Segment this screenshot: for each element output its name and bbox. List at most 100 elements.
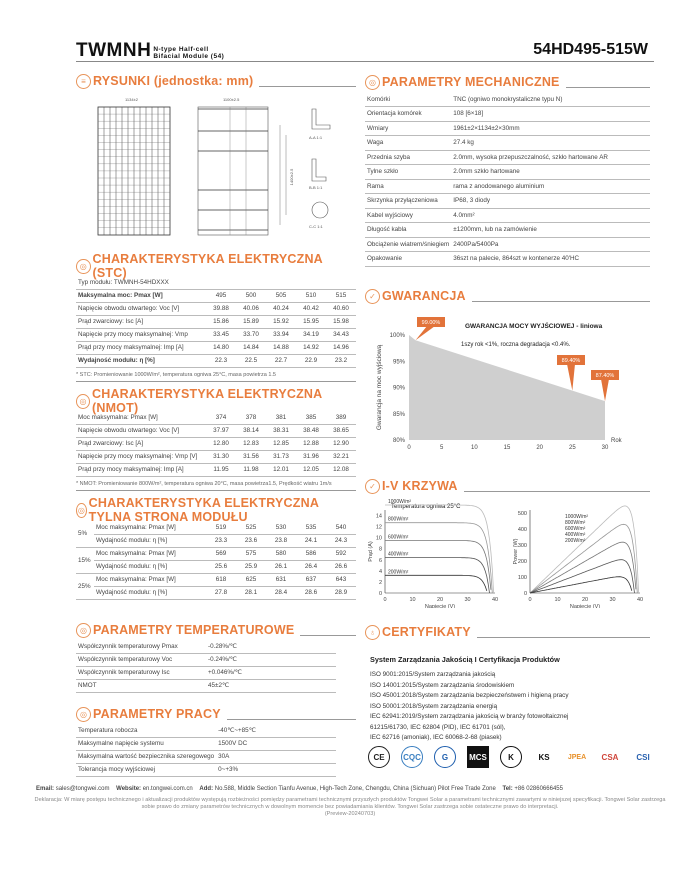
row-value: TNC (ogniwo monokrystaliczne typu N) [451,92,650,107]
table-row: Wydajność modułu: η [%] 25.6 25.9 26.1 26.4 2… [76,560,356,574]
row-value: 2.0mm szkło hartowane [451,164,650,180]
table-row: Skrzynka przyłączeniowa IP68, 3 diody [365,193,650,209]
table-row: Maksymalna wartość bezpiecznika szeregow… [76,750,336,764]
y-tick-label: 400 [518,527,527,533]
cert-item: ISO 14001:2015/System zarządzania środow… [370,681,515,689]
series-label: 200W/m² [388,569,409,575]
x-tick-label: 5 [440,445,444,451]
thermometer-icon: ◎ [76,622,91,638]
section-header: ◎ CHARAKTERYSTYKA ELEKTRYCZNA (NMOT) [76,387,356,415]
row-label: Orientacja komórek [365,106,452,122]
cell-value: 500 [236,289,266,303]
cell-value: 592 [326,547,356,561]
certificate-icon: ♁ [365,624,380,640]
cell-value: 15.98 [326,315,356,329]
row-value: -0.24%/℃ [206,653,336,667]
y-tick-label: 0 [379,591,382,597]
row-value: rama z anodowanego aluminium [451,179,650,194]
row-value: -0.28%/℃ [206,640,336,654]
cell-value: 24.3 [326,534,356,548]
stc-section: ◎ CHARAKTERYSTYKA ELEKTRYCZNA (STC) Typ mo… [76,252,356,382]
table-row: Napięcie przy mocy maksymalnej: Vmp [V] 3… [76,450,356,464]
cert-logo-g: G [434,746,456,768]
cell-value: 378 [236,411,266,425]
cell-value: 22.9 [296,354,326,368]
callout-box [557,355,585,365]
cell-value: 24.1 [296,534,326,548]
email-link[interactable]: sales@tongwei.com [55,786,110,792]
annotation: 1szy rok <1%, roczna degradacja <0.4%. [461,342,571,348]
table-row: Napięcie obwodu otwartego: Voc [V] 37.97 3… [76,424,356,438]
model-range: 54HD495-515W [533,41,648,58]
bifacial-gain: 5% [76,521,94,548]
mechanical-section: ◎ PARAMETRY MECHANICZNE Komórki TNC (ogniwo… [365,74,650,267]
cell-value: 39.88 [206,302,236,316]
row-label: Rama [365,179,452,194]
cell-value: 637 [296,573,326,587]
cell-value: 12.88 [296,437,326,451]
row-label: Współczynnik temperaturowy Voc [76,653,206,667]
x-tick-label: 20 [536,445,543,451]
y-tick-label: 100% [390,333,406,339]
website-link[interactable]: en.tongwei.com.cn [142,786,193,792]
cell-value: 14.88 [266,341,296,355]
table-row: Maksymalna moc: Pmax [W] 495 500 505 510 515 [76,289,356,303]
cell-value: 12.01 [266,463,296,477]
table-row: Wydajność modułu: η [%] 22.3 22.5 22.7 22.9 2… [76,354,356,368]
side-dimension: 1400±2.5 [289,168,294,185]
x-tick-label: 0 [407,445,411,451]
series-line [385,574,488,592]
series-label: 800W/m² [388,517,409,523]
rear-view [197,106,287,236]
cell-value: 31.73 [266,450,296,464]
x-axis-label: Napięcie (V) [425,604,455,608]
cell-value: 625 [236,573,266,587]
cell-value: 38.14 [236,424,266,438]
tools-icon: ◎ [365,74,380,90]
section-iv-curve: ✓ I-V KRZYWA [365,478,650,494]
cell-value: 389 [326,411,356,425]
callout-box [591,370,619,380]
x-tick-label: 25 [569,445,576,451]
cell-value: 37.97 [206,424,236,438]
cert-logo-mcs: MCS [467,746,489,768]
row-label: Moc maksymalna: Pmax [W] [94,573,206,587]
cell-value: 31.96 [296,450,326,464]
tel-label: Tel: [502,786,513,792]
x-tick-label: 0 [383,597,386,603]
callout-label: 89.40% [562,358,581,364]
cert-logo-ks: KS [538,752,550,762]
cell-value: 586 [296,547,326,561]
section-heading: CERTYFIKATY [382,625,471,639]
module-type: Typ modułu: TWMNH-54HDXXX [76,276,356,290]
x-tick-label: 30 [602,445,609,451]
section-heading: I-V KRZYWA [382,479,458,493]
y-tick-label: 4 [379,569,382,575]
cell-value: 12.08 [326,463,356,477]
series-label: 600W/m² [565,526,586,532]
row-label: Współczynnik temperaturowy Isc [76,666,206,680]
section-warranty: ✓ GWARANCJA [365,288,650,304]
y-tick-label: 12 [376,525,382,531]
row-label: Wmiary [365,121,452,136]
cell-value: 631 [266,573,296,587]
cell-value: 28.6 [296,586,326,600]
cell-value: 15.92 [266,315,296,329]
series-label: 800W/m² [565,520,586,526]
y-tick-label: 0 [524,591,527,597]
row-value: 1500V DC [216,737,336,751]
certs-title: System Zarządzania Jakością I Certyfikac… [370,655,560,664]
y-tick-label: 95% [393,359,406,365]
row-label: Tylne szkło [365,164,452,180]
cell-value: 12.83 [236,437,266,451]
table-row: Współczynnik temperaturowy Pmax -0.28%/℃ [76,640,336,654]
row-value: 4.0mm² [451,208,650,223]
website-label: Website: [116,786,142,792]
x-tick-label: 40 [637,597,643,603]
cell-value: 15.95 [296,315,326,329]
cell-value: 14.96 [326,341,356,355]
row-label: Moc maksymalna: Pmax [W] [76,411,206,425]
cell-value: 525 [236,521,266,535]
table-row: Prąd zwarciowy: Isc [A] 12.80 12.83 12.85 12… [76,437,356,451]
